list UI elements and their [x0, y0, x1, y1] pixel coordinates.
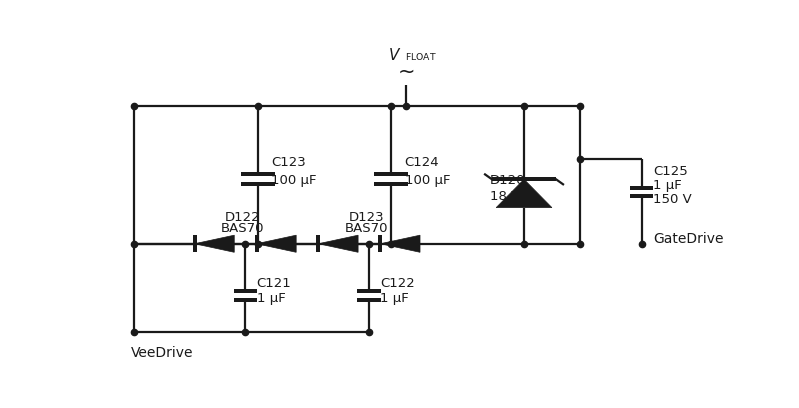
Polygon shape: [380, 235, 420, 252]
Text: 1 μF: 1 μF: [380, 292, 409, 305]
Text: 1 μF: 1 μF: [653, 179, 682, 192]
Text: 150 V: 150 V: [653, 193, 692, 206]
Polygon shape: [195, 235, 234, 252]
Text: D122: D122: [225, 211, 260, 224]
Polygon shape: [496, 180, 552, 208]
Text: C123: C123: [272, 155, 306, 169]
Text: C124: C124: [404, 155, 439, 169]
Text: D123: D123: [348, 211, 384, 224]
Text: ~: ~: [398, 62, 415, 82]
Text: 1 μF: 1 μF: [256, 292, 285, 305]
Text: GateDrive: GateDrive: [653, 232, 723, 246]
Text: C122: C122: [380, 277, 415, 290]
Text: BAS70: BAS70: [221, 222, 264, 235]
Polygon shape: [256, 235, 296, 252]
Text: BAS70: BAS70: [344, 222, 388, 235]
Text: $_{\mathrm{FLOAT}}$: $_{\mathrm{FLOAT}}$: [405, 50, 437, 63]
Text: VeeDrive: VeeDrive: [131, 346, 193, 360]
Polygon shape: [319, 235, 358, 252]
Text: 100 μF: 100 μF: [272, 174, 317, 187]
Text: D120: D120: [490, 174, 526, 187]
Text: $V$: $V$: [388, 47, 401, 63]
Text: C125: C125: [653, 165, 688, 178]
Text: 18 V: 18 V: [490, 190, 520, 203]
Text: 100 μF: 100 μF: [404, 174, 450, 187]
Text: C121: C121: [256, 277, 292, 290]
